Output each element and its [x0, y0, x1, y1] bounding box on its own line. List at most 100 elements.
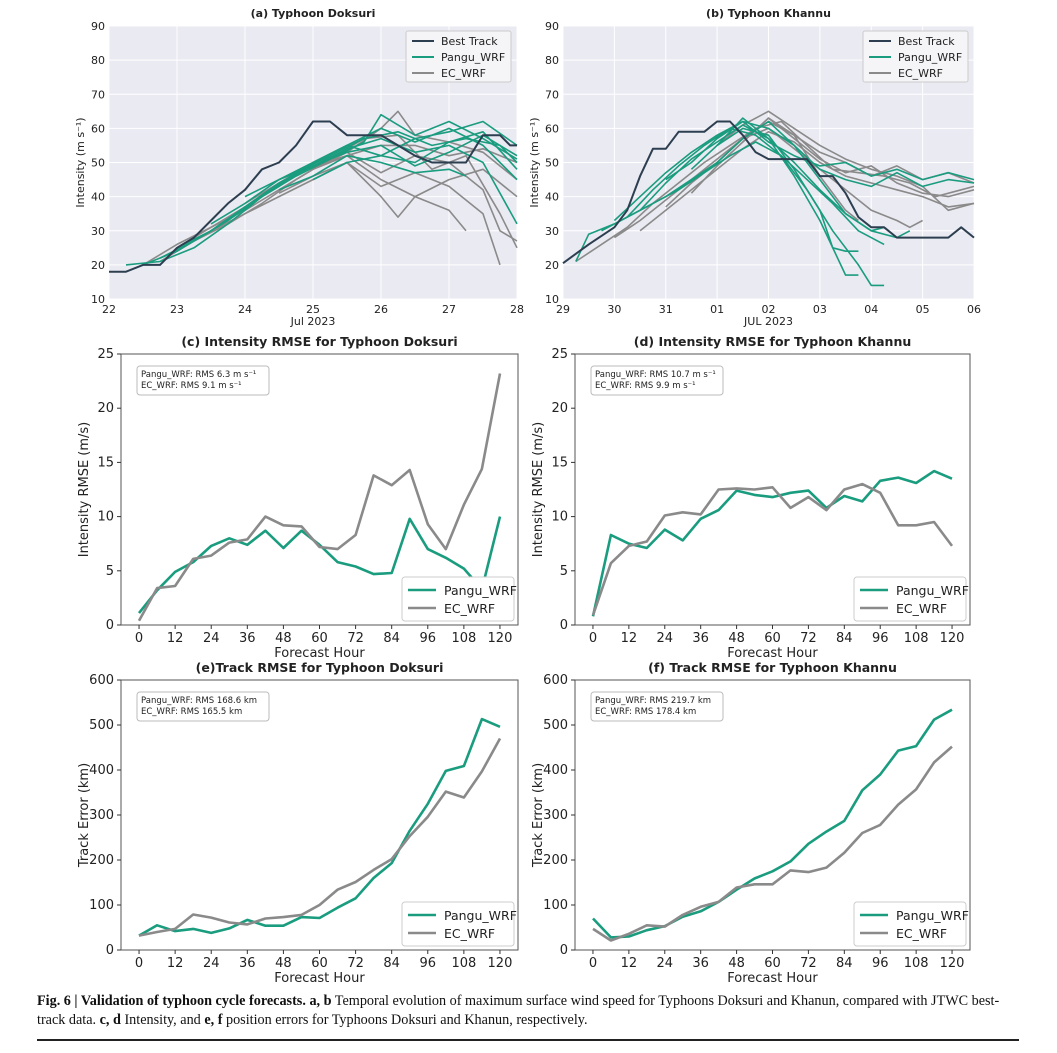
- x-tick-label: 12: [167, 956, 184, 971]
- legend-label: Pangu_WRF: [441, 51, 505, 64]
- x-tick-label: 84: [383, 631, 400, 646]
- legend-label: EC_WRF: [898, 67, 943, 80]
- x-tick-label: 48: [728, 956, 745, 971]
- rms-annotation-text: Pangu_WRF: RMS 168.6 km: [141, 696, 257, 706]
- rms-annotation-box: [136, 365, 270, 396]
- y-tick-label: 80: [91, 54, 105, 67]
- x-axis-label: Forecast Hour: [727, 971, 818, 986]
- y-tick-label: 400: [89, 763, 114, 778]
- caption-text-1: Temporal evolution of maximum surface wi…: [37, 993, 1000, 1028]
- x-tick-label: 24: [656, 956, 673, 971]
- y-tick-label: 90: [545, 20, 559, 33]
- y-tick-label: 40: [91, 191, 105, 204]
- x-tick-label: 48: [275, 631, 292, 646]
- x-tick-label: 28: [510, 303, 524, 316]
- legend-label: Pangu_WRF: [444, 583, 517, 598]
- rms-annotation-text: Pangu_WRF: RMS 219.7 km: [595, 696, 711, 706]
- y-tick-label: 100: [89, 898, 114, 913]
- x-tick-label: 36: [692, 956, 709, 971]
- pangu-wrf-run-line: [665, 120, 975, 181]
- legend-box: [405, 30, 512, 83]
- x-tick-label: 108: [451, 631, 476, 646]
- pangu-wrf-run-line: [210, 120, 518, 225]
- y-tick-label: 500: [543, 718, 568, 733]
- x-tick-label: 120: [488, 956, 513, 971]
- ec-wrf-run-line: [716, 110, 975, 212]
- x-tick-label: 84: [836, 631, 853, 646]
- x-tick-label: 05: [916, 303, 930, 316]
- ec-wrf-line: [138, 737, 502, 937]
- pangu-wrf-run-line: [639, 124, 911, 239]
- x-tick-label: 25: [306, 303, 320, 316]
- x-tick-label: 60: [311, 956, 328, 971]
- legend-label: EC_WRF: [896, 601, 947, 616]
- best-track-line: [109, 120, 517, 273]
- y-tick-label: 50: [91, 157, 105, 170]
- x-tick-label: 120: [488, 631, 513, 646]
- x-tick-label: 30: [607, 303, 621, 316]
- x-tick-label: 36: [239, 956, 256, 971]
- y-tick-label: 10: [91, 293, 105, 306]
- chart-title: (e)Track RMSE for Typhoon Doksuri: [196, 660, 444, 675]
- x-tick-label: 31: [659, 303, 673, 316]
- ec-wrf-run-line: [690, 117, 975, 198]
- caption-fig-label: Fig. 6 | Validation of typhoon cycle for…: [37, 993, 306, 1009]
- pangu-wrf-line: [591, 469, 953, 617]
- x-tick-label: 29: [556, 303, 570, 316]
- ec-wrf-line: [591, 482, 954, 616]
- legend-box: [853, 576, 967, 622]
- caption-panel-ef: e, f: [204, 1012, 223, 1028]
- y-tick-label: 400: [543, 763, 568, 778]
- rms-annotation-text: Pangu_WRF: RMS 10.7 m s⁻¹: [595, 370, 716, 380]
- y-tick-label: 30: [545, 225, 559, 238]
- pangu-wrf-run-line: [601, 141, 885, 287]
- x-tick-label: 60: [764, 956, 781, 971]
- y-tick-label: 600: [543, 673, 568, 688]
- x-tick-label: 84: [383, 956, 400, 971]
- y-tick-label: 15: [551, 455, 568, 470]
- pangu-wrf-run-line: [613, 120, 975, 222]
- x-tick-label: 12: [621, 956, 638, 971]
- pangu-wrf-run-line: [244, 134, 518, 198]
- chart-title: (f) Track RMSE for Typhoon Khannu: [648, 660, 897, 675]
- y-axis-label: Track Error (km): [531, 763, 546, 868]
- chart-title: (d) Intensity RMSE for Typhoon Khannu: [634, 334, 912, 349]
- legend-box: [401, 576, 515, 622]
- x-tick-label: 36: [692, 631, 709, 646]
- legend-label: Pangu_WRF: [896, 908, 969, 923]
- y-tick-label: 0: [560, 618, 568, 633]
- caption-panel-cd: c, d: [99, 1012, 121, 1028]
- y-tick-label: 25: [97, 347, 114, 362]
- y-tick-label: 10: [97, 510, 114, 525]
- legend-label: EC_WRF: [896, 926, 947, 941]
- x-tick-label: 27: [442, 303, 456, 316]
- x-tick-label: 48: [275, 956, 292, 971]
- y-tick-label: 10: [551, 510, 568, 525]
- rms-annotation-box: [590, 691, 724, 722]
- y-tick-label: 20: [545, 259, 559, 272]
- ec-wrf-run-line: [639, 131, 975, 232]
- x-tick-label: 02: [762, 303, 776, 316]
- y-tick-label: 50: [545, 157, 559, 170]
- y-tick-label: 25: [551, 347, 568, 362]
- y-tick-label: 0: [106, 618, 114, 633]
- pangu-wrf-run-line: [159, 113, 518, 259]
- y-tick-label: 40: [545, 191, 559, 204]
- legend-box: [862, 30, 969, 83]
- legend-label: Pangu_WRF: [898, 51, 962, 64]
- legend-label: Pangu_WRF: [896, 583, 969, 598]
- x-axis-label: Jul 2023: [290, 315, 336, 328]
- y-tick-label: 0: [560, 943, 568, 958]
- legend-label: EC_WRF: [444, 601, 495, 616]
- ec-wrf-run-line: [278, 161, 467, 232]
- legend-label: Pangu_WRF: [444, 908, 517, 923]
- y-tick-label: 5: [106, 564, 114, 579]
- y-tick-label: 30: [91, 225, 105, 238]
- y-tick-label: 20: [91, 259, 105, 272]
- rms-annotation-text: EC_WRF: RMS 165.5 km: [141, 707, 242, 717]
- pangu-wrf-run-line: [690, 127, 859, 252]
- pangu-wrf-run-line: [312, 131, 518, 181]
- figure-caption: Fig. 6 | Validation of typhoon cycle for…: [37, 992, 1027, 1030]
- x-tick-label: 60: [764, 631, 781, 646]
